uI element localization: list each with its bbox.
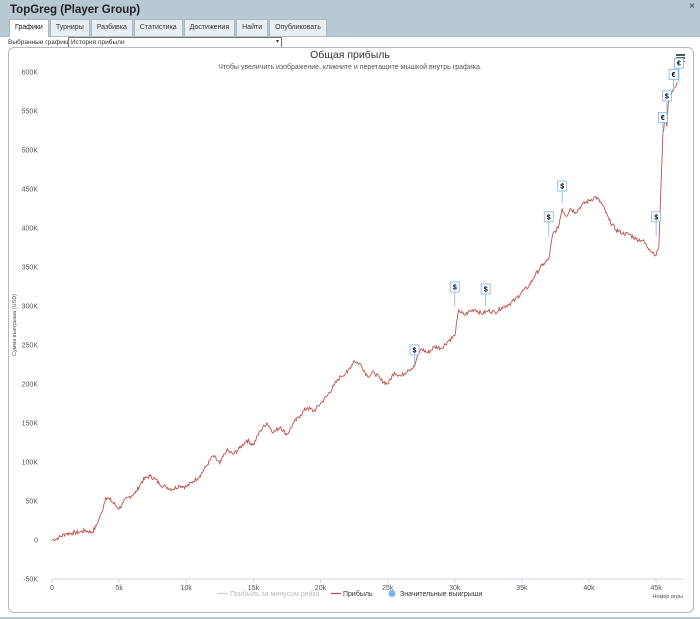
flag-label: € — [677, 61, 681, 68]
big-win-flag: € — [657, 112, 668, 135]
flag-label: € — [661, 115, 665, 122]
y-tick-label: 250K — [22, 343, 39, 350]
x-tick-label: 0 — [50, 585, 54, 592]
legend-label: Прибыль за минусом рейка — [230, 590, 320, 598]
x-tick-label: 10k — [181, 585, 193, 592]
y-tick-label: 350K — [22, 265, 39, 272]
flag-label: $ — [665, 93, 669, 100]
big-win-flag: $ — [449, 281, 460, 306]
big-win-flag: $ — [661, 90, 672, 115]
tab-publish[interactable]: Опубликовать — [269, 19, 327, 36]
big-win-flag: $ — [543, 211, 554, 236]
close-icon[interactable]: × — [689, 1, 695, 12]
y-axis-title: Сумма выигрыша (USD) — [12, 294, 18, 356]
axes: -50K 0 50K 100K 150K 200K 250K 300K 350K 400K 450K… — [22, 70, 683, 592]
big-win-flag: € — [674, 57, 684, 83]
y-tick-label: 50K — [26, 499, 39, 506]
x-tick-label: 15k — [248, 585, 260, 592]
flag-box-rect — [480, 283, 491, 295]
legend: Прибыль за минусом рейка Прибыль Значитель… — [218, 590, 482, 598]
flag-box-rect — [409, 344, 420, 356]
window-bottom-border — [0, 617, 700, 619]
chart-container — [8, 47, 694, 613]
y-tick-label: 600K — [22, 70, 39, 77]
y-tick-label: 150K — [22, 421, 39, 428]
flags-layer: $$ $$$$€$€€ — [409, 57, 684, 367]
flag-label: $ — [453, 285, 457, 292]
y-tick-label: 550K — [22, 109, 39, 116]
legend-label: Прибыль — [343, 590, 373, 598]
flag-box-rect — [651, 211, 662, 223]
flag-box-rect — [657, 112, 668, 123]
flag-box-rect — [449, 281, 460, 293]
chart-selector-label: Выбранные графики: — [8, 39, 73, 46]
flag-label: $ — [484, 287, 488, 294]
big-win-flag: € — [668, 69, 679, 92]
big-win-flag: $ — [651, 211, 662, 236]
chart-title: Общая прибыль — [310, 49, 390, 61]
flag-box-rect — [543, 211, 554, 223]
window-title: TopGreg (Player Group) — [10, 4, 141, 16]
y-tick-label: -50K — [23, 577, 38, 584]
tab-find[interactable]: Найти — [236, 19, 269, 36]
big-win-flag: $ — [409, 344, 420, 367]
y-tick-label: 0 — [34, 538, 38, 545]
chevron-down-icon: ▾ — [275, 39, 279, 45]
window-titlebar: TopGreg (Player Group) × Графики Турниры… — [0, 0, 700, 37]
y-tick-label: 200K — [22, 382, 39, 389]
tab-bar: Графики Турниры Разбивка Статистика Дост… — [9, 19, 327, 37]
big-win-flag: $ — [557, 180, 568, 204]
chart-subtitle: Чтобы увеличить изображение, кликните и … — [218, 63, 482, 71]
tab-tournaments[interactable]: Турниры — [49, 19, 90, 36]
legend-marker-circle — [388, 590, 396, 597]
profit-series-line — [51, 82, 678, 542]
flag-label: $ — [654, 214, 658, 221]
y-tick-label: 500K — [22, 148, 39, 155]
x-axis-title: Номер игры — [652, 594, 683, 600]
series-layer — [51, 82, 678, 542]
x-tick-label: 25k — [382, 585, 394, 592]
x-tick-label: 5k — [115, 585, 123, 592]
y-tick-label: 450K — [22, 187, 39, 194]
legend-label: Значительные выигрыши — [400, 591, 482, 598]
flag-label: $ — [413, 347, 417, 354]
x-tick-label: 40k — [583, 585, 595, 592]
x-tick-label: 45k — [651, 585, 663, 592]
flag-box-rect — [557, 180, 568, 192]
tab-breakdown[interactable]: Разбивка — [90, 19, 133, 36]
flag-label: € — [672, 72, 676, 79]
big-win-flag: $ — [480, 283, 491, 306]
flag-label: $ — [547, 214, 551, 221]
y-tick-label: 300K — [22, 304, 39, 311]
chart-selector-value: История прибыли — [71, 39, 125, 46]
flag-box-rect — [661, 90, 672, 102]
x-tick-label: 30k — [449, 585, 461, 592]
tab-statistics[interactable]: Статистика — [133, 19, 183, 36]
x-tick-label: 35k — [516, 585, 528, 592]
x-tick-label: 20k — [315, 585, 327, 592]
tab-achievements[interactable]: Достижения — [183, 19, 236, 36]
y-tick-label: 400K — [22, 226, 39, 233]
flag-label: $ — [560, 184, 564, 191]
flag-box-rect — [674, 57, 684, 69]
tab-charts[interactable]: Графики — [9, 19, 49, 37]
y-tick-label: 100K — [22, 460, 39, 467]
flag-box-rect — [668, 69, 679, 80]
